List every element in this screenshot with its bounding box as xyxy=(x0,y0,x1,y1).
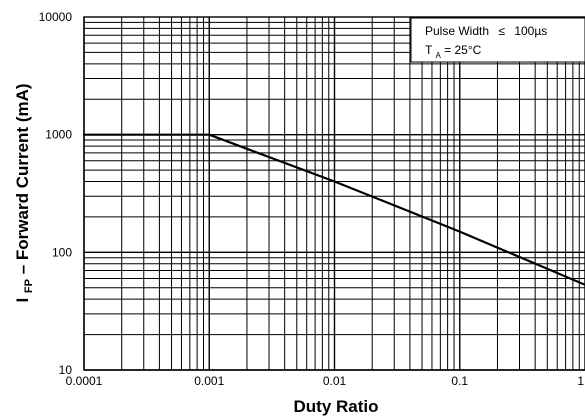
x-tick-label: 0.001 xyxy=(194,374,224,388)
annotation-line-1: Pulse Width ≤ 100µs xyxy=(425,24,547,38)
x-tick-label: 1 xyxy=(577,374,584,388)
y-axis-title: I FP – Forward Current (mA) xyxy=(13,83,36,302)
y-tick-label: 10 xyxy=(59,363,73,377)
annotation-box: Pulse Width ≤ 100µs T A = 25°C xyxy=(410,17,585,63)
grid-layer xyxy=(83,16,585,371)
series-layer xyxy=(82,133,585,286)
y-tick-labels: 10 100 1000 10000 xyxy=(39,10,73,377)
x-tick-labels: 0.0001 0.001 0.01 0.1 1 xyxy=(66,374,585,388)
x-tick-label: 0.01 xyxy=(323,374,347,388)
x-tick-label: 0.0001 xyxy=(66,374,103,388)
series-line-0 xyxy=(82,133,585,286)
x-tick-label: 0.1 xyxy=(451,374,468,388)
y-tick-label: 100 xyxy=(52,245,72,259)
x-axis-title: Duty Ratio xyxy=(294,397,379,416)
y-tick-label: 10000 xyxy=(39,10,73,24)
annotation-line-2: T A = 25°C xyxy=(425,43,482,61)
y-tick-label: 1000 xyxy=(45,128,72,142)
